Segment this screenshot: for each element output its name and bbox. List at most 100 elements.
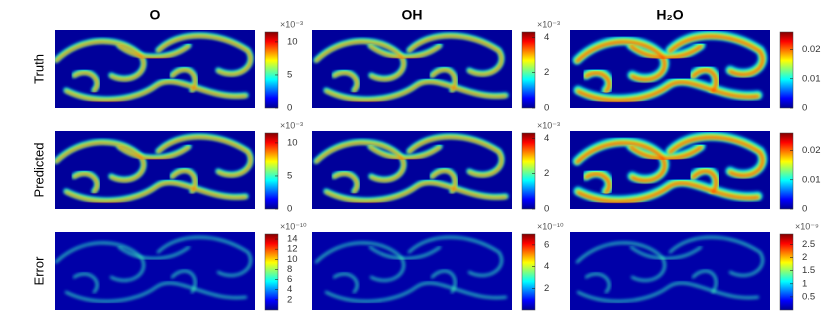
field-structure [65,81,247,102]
row-label: Error [31,256,46,286]
field-panel [312,232,512,310]
field-structure [668,136,764,177]
field-structure [585,273,610,294]
colorbar-tick-label: 4 [544,261,549,272]
field-structure [575,142,666,182]
colorbar-tick-label: 0 [287,204,292,215]
colorbar-tick-label: 0.01 [802,174,821,185]
colorbar-tick-label: 4 [544,32,549,43]
field-structure [118,45,190,59]
colorbar-tick-label: 4 [544,133,549,144]
colorbar-tick-label: 10 [287,137,298,148]
colorbar-tick-label: 1.5 [802,265,815,276]
field-panel [55,30,255,108]
field-structure [157,137,252,177]
colorbar-tick-label: 6 [287,274,292,285]
field-structure [73,273,98,294]
colorbar [264,31,279,109]
column-title: H₂O [656,7,683,23]
field-structure [577,282,759,303]
colorbar-tick-label: 5 [287,69,292,80]
colorbar-exponent: ×10⁻³ [537,120,560,130]
colorbar-tick-label: 0 [802,204,807,215]
field-structure [584,72,611,93]
colorbar-tick-label: 10 [287,36,298,47]
field-structure [576,81,760,102]
field-structure [630,246,702,260]
colorbar-tick-label: 0.02 [802,145,821,156]
field-structure [575,41,666,81]
field-structure [408,36,503,76]
field-structure [576,242,666,282]
field-structure [691,170,718,194]
colorbar-exponent: ×10⁻⁹ [795,221,819,231]
field-structure [118,146,190,160]
field-structure [171,170,196,194]
colorbar [779,233,794,311]
field-structure [65,182,247,203]
row-label: Predicted [31,143,46,198]
field-structure [629,146,703,160]
field-structure [333,173,358,194]
colorbar-exponent: ×10⁻¹⁰ [280,221,307,231]
field-structure [431,270,456,294]
field-structure [668,35,764,76]
colorbar-tick-label: 6 [544,239,549,250]
field-structure [691,69,718,93]
field-structure [315,242,405,282]
field-structure [584,173,611,194]
colorbar-exponent: ×10⁻³ [280,19,303,29]
field-structure [408,137,503,177]
colorbar-tick-label: 0 [544,103,549,114]
colorbar-tick-label: 2 [287,294,292,305]
field-panel [55,131,255,209]
field-structure [73,72,98,93]
colorbar-exponent: ×10⁻¹⁰ [537,221,564,231]
field-panel [570,232,770,310]
field-structure [629,45,703,59]
field-structure [576,182,760,203]
field-structure [325,282,507,303]
field-structure [157,36,252,76]
row-label: Truth [31,54,46,84]
colorbar [521,132,536,210]
field-panel [570,131,770,209]
colorbar-tick-label: 2.5 [802,239,815,250]
colorbar-tick-label: 5 [287,170,292,181]
colorbar-tick-label: 0 [287,103,292,114]
field-structure [369,246,441,260]
field-structure [171,270,196,294]
field-panel [55,232,255,310]
field-structure [333,72,358,93]
colorbar-exponent: ×10⁻³ [537,19,560,29]
colorbar-tick-label: 1 [802,278,807,289]
colorbar-tick-label: 14 [287,234,298,245]
field-structure [315,41,405,81]
field-panel [570,30,770,108]
colorbar [521,233,536,311]
field-structure [369,45,441,59]
field-structure [157,236,252,277]
colorbar [264,233,279,311]
colorbar-tick-label: 4 [287,284,292,295]
field-structure [333,273,358,294]
colorbar-tick-label: 0.02 [802,44,821,55]
field-structure [325,81,507,102]
colorbar-tick-label: 12 [287,244,298,255]
colorbar-tick-label: 2 [544,67,549,78]
field-structure [325,182,507,203]
colorbar-tick-label: 0 [544,204,549,215]
colorbar-tick-label: 2 [544,283,549,294]
field-structure [118,246,190,260]
colorbar [779,31,794,109]
field-structure [431,69,456,93]
field-structure [65,282,247,303]
colorbar-exponent: ×10⁻³ [280,120,303,130]
column-title: O [150,7,161,23]
colorbar [264,132,279,210]
colorbar-tick-label: 0 [802,103,807,114]
field-panel [312,131,512,209]
colorbar [521,31,536,109]
field-structure [669,236,764,277]
